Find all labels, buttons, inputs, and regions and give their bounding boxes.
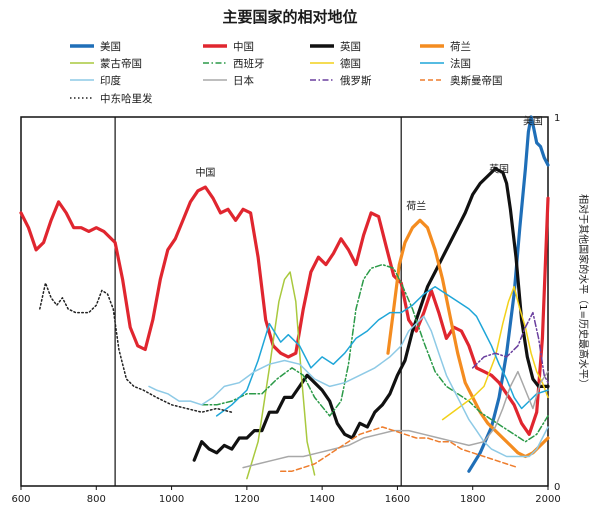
annotation-3: 美国 — [523, 114, 543, 127]
series-line-4 — [246, 271, 316, 480]
legend-label-0: 美国 — [100, 40, 121, 53]
series-line-7 — [215, 285, 549, 417]
series-line-3 — [386, 218, 550, 459]
series-line-1 — [19, 185, 550, 436]
legend-label-1: 中国 — [233, 40, 254, 53]
y-axis-ticks: 01 — [554, 113, 560, 493]
legend-label-9: 日本 — [233, 74, 254, 87]
legend-label-2: 英国 — [340, 40, 361, 53]
x-tick-label-2: 1000 — [159, 494, 184, 505]
y-axis-label: 相对于其他国家的水平（1=历史最高水平） — [577, 194, 590, 389]
legend-label-7: 法国 — [450, 57, 471, 70]
era-markers — [114, 117, 402, 486]
series-line-6 — [441, 285, 549, 421]
y-tick-label-0: 0 — [554, 482, 560, 493]
x-tick-label-1: 800 — [87, 494, 106, 505]
series-line-0 — [467, 115, 550, 473]
series-line-5 — [200, 263, 549, 443]
x-tick-label-5: 1600 — [385, 494, 410, 505]
x-tick-label-7: 2000 — [535, 494, 560, 505]
series-line-2 — [192, 167, 550, 462]
legend-label-4: 蒙古帝国 — [100, 57, 142, 70]
legend-label-5: 西班牙 — [233, 58, 265, 70]
series-line-12 — [39, 282, 233, 413]
x-tick-label-6: 1800 — [460, 494, 485, 505]
x-tick-label-0: 600 — [11, 494, 30, 505]
legend-label-3: 荷兰 — [450, 40, 471, 53]
legend-label-11: 奥斯曼帝国 — [450, 74, 503, 87]
plot-frame — [20, 116, 549, 487]
y-tick-label-1: 1 — [554, 113, 560, 124]
chart-title: 主要国家的相对地位 — [222, 8, 357, 26]
annotation-1: 荷兰 — [406, 199, 426, 212]
legend-label-12: 中东哈里发 — [100, 92, 153, 105]
legend-label-8: 印度 — [100, 74, 121, 87]
annotation-0: 中国 — [195, 166, 215, 179]
series-line-9 — [242, 370, 549, 469]
x-tick-label-4: 1400 — [309, 494, 334, 505]
legend-label-6: 德国 — [340, 57, 361, 70]
series-line-10 — [471, 311, 549, 384]
legend-label-10: 俄罗斯 — [340, 74, 372, 87]
series-line-8 — [148, 315, 549, 458]
x-tick-label-3: 1200 — [234, 494, 259, 505]
series-line-11 — [279, 426, 519, 472]
x-axis-ticks: 600 800 1000 1200 1400 1600 1800 2000 — [11, 486, 561, 505]
annotation-2: 英国 — [489, 162, 509, 175]
series-lines — [19, 115, 550, 480]
